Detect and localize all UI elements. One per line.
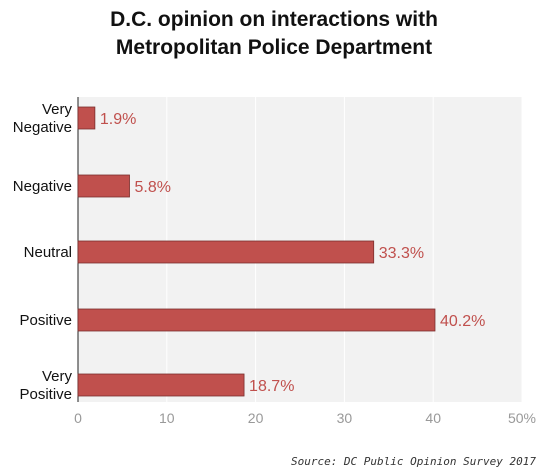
category-label-4: Very Positive — [19, 368, 72, 403]
bar-value-label-3: 40.2% — [440, 313, 485, 330]
bar-value-label-0: 1.9% — [100, 111, 136, 128]
x-tick-label-0: 0 — [74, 410, 82, 426]
category-label-4-line-1: Positive — [19, 386, 72, 403]
category-label-1-line-0: Negative — [13, 178, 72, 195]
bar-value-label-4: 18.7% — [249, 378, 294, 395]
bar-3 — [78, 309, 435, 331]
x-tick-label-5: 50% — [508, 410, 536, 426]
x-tick-label-2: 20 — [248, 410, 264, 426]
category-label-2: Neutral — [24, 244, 72, 261]
category-label-0-line-0: Very — [42, 101, 73, 118]
bar-value-label-1: 5.8% — [135, 179, 171, 196]
bar-0 — [78, 107, 95, 129]
bar-1 — [78, 175, 130, 197]
bar-value-label-2: 33.3% — [379, 245, 424, 262]
category-label-1: Negative — [13, 178, 72, 195]
category-label-2-line-0: Neutral — [24, 244, 72, 261]
x-tick-label-3: 30 — [337, 410, 353, 426]
category-label-3-line-0: Positive — [19, 312, 72, 329]
bar-4 — [78, 374, 244, 396]
category-label-0: Very Negative — [13, 101, 73, 136]
x-tick-label-4: 40 — [425, 410, 441, 426]
category-label-4-line-0: Very — [42, 368, 73, 385]
bar-2 — [78, 241, 374, 263]
x-tick-label-1: 10 — [159, 410, 175, 426]
category-label-0-line-1: Negative — [13, 119, 72, 136]
source-note: Source: DC Public Opinion Survey 2017 — [291, 455, 536, 468]
category-label-3: Positive — [19, 312, 72, 329]
